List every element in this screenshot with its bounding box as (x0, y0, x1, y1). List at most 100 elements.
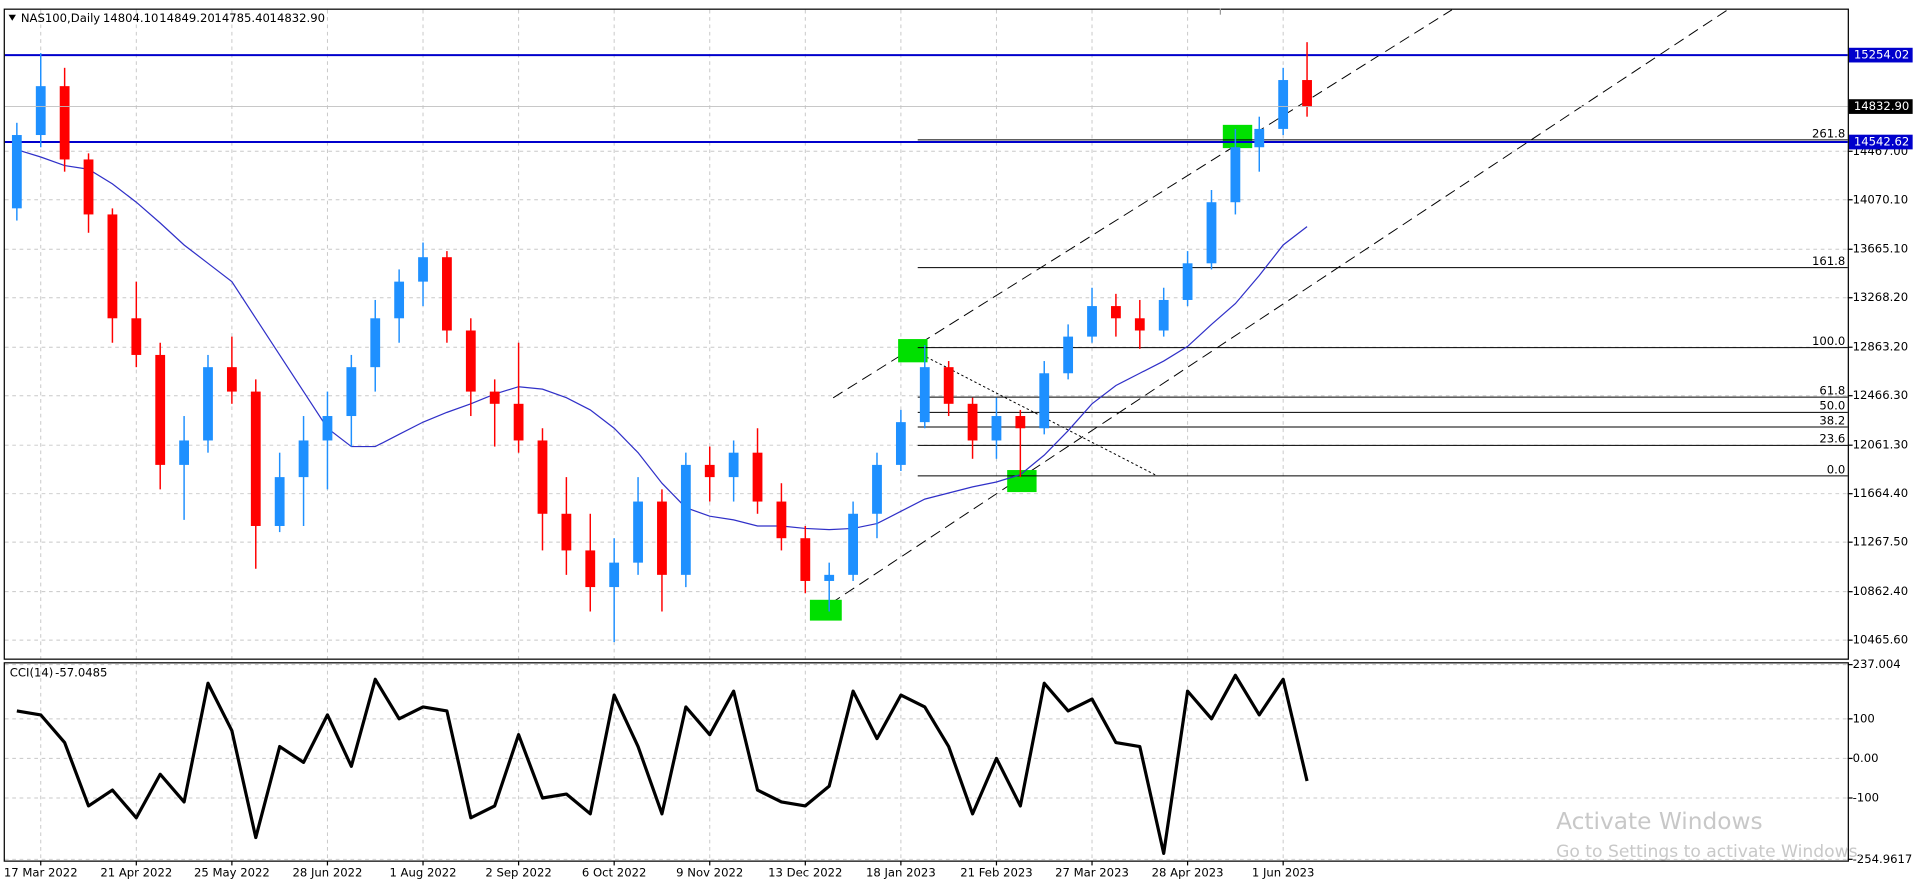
candle-body (561, 513, 572, 551)
candle-body (824, 574, 835, 581)
y-tick-label: 0.00 (1853, 751, 1879, 765)
y-tick-label: 11267.50 (1853, 535, 1908, 549)
symbol-title: NAS100,Daily (21, 11, 100, 25)
candle-body (394, 281, 405, 319)
fib-label: 23.6 (1819, 432, 1845, 446)
candle-body (967, 403, 978, 441)
fib-label: 0.0 (1827, 462, 1846, 476)
level-box (1848, 134, 1913, 150)
candle-body (203, 367, 213, 441)
candle-body (1254, 128, 1265, 148)
candle-body (609, 562, 620, 588)
candle-body (226, 367, 237, 392)
y-tick-label: 13268.20 (1853, 290, 1908, 304)
x-tick-label: 21 Apr 2022 (100, 865, 172, 879)
x-tick-label: 1 Jun 2023 (1252, 865, 1315, 879)
candle-body (155, 354, 166, 465)
y-tick-label: 100 (1853, 711, 1875, 725)
candle-body (465, 330, 476, 392)
x-tick-label: 9 Nov 2022 (676, 865, 743, 879)
candle-body (274, 477, 285, 526)
x-tick-label: 28 Apr 2023 (1152, 865, 1224, 879)
y-tick-label: 10862.40 (1853, 584, 1908, 598)
ohlc: 14849.20 (159, 11, 214, 25)
fib-label: 161.8 (1812, 254, 1845, 268)
y-tick-label: -100 (1853, 790, 1879, 804)
ohlc: 14832.90 (270, 11, 325, 25)
channel-line (830, 9, 1728, 604)
fib-label: 61.8 (1819, 383, 1845, 397)
candle-body (1206, 202, 1217, 264)
channel-line (832, 9, 1453, 399)
x-tick-label: 2 Sep 2022 (485, 865, 551, 879)
candle-body (322, 416, 333, 441)
fib-label: 50.0 (1819, 399, 1845, 413)
candle-body (1230, 147, 1241, 203)
candle-body (776, 501, 787, 539)
marker (898, 339, 928, 363)
marker (1222, 124, 1253, 149)
level-box (1848, 47, 1913, 63)
y-tick-label: 11664.40 (1853, 486, 1908, 500)
x-tick-label: 17 Mar 2022 (4, 865, 78, 879)
candle-body (1087, 306, 1097, 337)
plot: 10465.60 10862.40 11267.50 11664.40 12061.30… (4, 42, 1913, 879)
y-tick-label: 237.004 (1853, 657, 1901, 671)
x-tick-label: 25 May 2022 (194, 865, 270, 879)
fib-label: 38.2 (1819, 413, 1845, 427)
y-tick-label: 12466.30 (1853, 388, 1908, 402)
x-tick-label: 18 Jan 2023 (866, 865, 936, 879)
fib-label: 261.8 (1812, 126, 1845, 140)
candle-body (83, 159, 94, 215)
candle-body (680, 464, 691, 575)
candle-body (1039, 373, 1050, 429)
candle-body (442, 257, 452, 331)
marker (809, 599, 842, 621)
x-tick-label: 21 Feb 2023 (960, 865, 1032, 879)
dropdown-icon[interactable] (8, 14, 16, 21)
candle-body (919, 367, 930, 423)
candle-body (35, 86, 46, 136)
candle-body (1182, 263, 1193, 300)
candle-body (728, 452, 739, 478)
y-tick-label: 13665.10 (1853, 242, 1908, 256)
level-label: 14542.62 (1854, 135, 1909, 149)
candle-body (489, 391, 500, 404)
current-price-box (1848, 99, 1913, 114)
x-tick-label: 6 Oct 2022 (582, 865, 647, 879)
candle-body (991, 416, 1002, 441)
moving-average (16, 149, 1308, 531)
candle-body (107, 214, 118, 319)
candle-body (752, 452, 763, 502)
y-tick-label: 12061.30 (1853, 438, 1908, 452)
candle-body (800, 538, 811, 581)
level-label: 15254.02 (1854, 48, 1909, 62)
candle-body (370, 318, 381, 368)
candle-body (537, 440, 548, 514)
ohlc: 14804.10 (103, 11, 158, 25)
candle-body (848, 513, 858, 575)
x-tick-label: 28 Jun 2022 (292, 865, 362, 879)
y-tick-label: 12863.20 (1853, 340, 1908, 354)
watermark-title: Activate Windows (1556, 808, 1763, 835)
x-tick-label: 1 Aug 2022 (389, 865, 456, 879)
fib-trend-line (917, 352, 1156, 476)
candle-body (418, 257, 428, 282)
candle-body (250, 391, 261, 526)
candle-body (704, 464, 715, 478)
y-tick-label: 10465.60 (1853, 633, 1908, 647)
candle-body (1278, 80, 1289, 129)
candle-body (59, 86, 70, 160)
candle-body (1134, 318, 1145, 331)
y-tick-label: -254.9617 (1853, 852, 1913, 866)
y-tick-label: 14070.10 (1853, 192, 1908, 206)
main-frame (3, 8, 1849, 660)
candle-body (1302, 80, 1312, 107)
cci-title: CCI(14) (10, 666, 54, 680)
candle-body (585, 550, 596, 588)
candle-body (179, 440, 189, 465)
fib-label: 100.0 (1812, 334, 1845, 348)
current-price-label: 14832.90 (1854, 99, 1909, 113)
